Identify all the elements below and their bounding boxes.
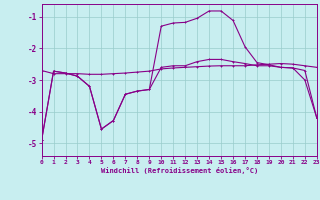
- X-axis label: Windchill (Refroidissement éolien,°C): Windchill (Refroidissement éolien,°C): [100, 167, 258, 174]
